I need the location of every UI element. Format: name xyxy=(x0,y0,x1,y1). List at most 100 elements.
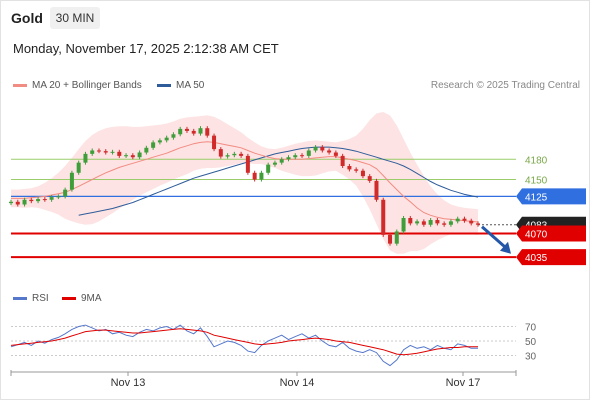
x-axis-label: Nov 14 xyxy=(280,377,315,389)
candle-body xyxy=(130,155,135,158)
candle-body xyxy=(15,201,20,205)
x-axis-label: Nov 13 xyxy=(111,377,146,389)
candle-body xyxy=(415,221,420,224)
candle-body xyxy=(347,166,352,170)
instrument-title: Gold xyxy=(11,10,43,26)
candle-body xyxy=(124,155,129,157)
candle-body xyxy=(9,201,13,204)
ma9-label: 9MA xyxy=(81,293,102,304)
candle-body xyxy=(157,140,162,143)
rsi-tick-label: 30 xyxy=(525,352,537,363)
candle-body xyxy=(198,128,203,134)
candle-body xyxy=(252,172,257,180)
pivot-level-tag xyxy=(516,188,586,205)
candle-body xyxy=(354,169,359,171)
candle-body xyxy=(360,170,365,177)
candle-body xyxy=(184,128,189,131)
rsi-swatch xyxy=(13,296,27,300)
candle-body xyxy=(90,150,95,154)
candle-body xyxy=(63,189,68,197)
candle-body xyxy=(279,159,284,163)
candle-body xyxy=(22,199,27,205)
timeframe-selector[interactable]: 30 MIN xyxy=(50,7,100,29)
rsi-line xyxy=(10,324,478,367)
candle-body xyxy=(212,135,217,150)
target-level-label: 4150 xyxy=(525,176,548,187)
rsi-tick-label: 50 xyxy=(525,337,537,348)
candle-body xyxy=(266,164,271,173)
candle-body xyxy=(381,199,386,235)
ma50-label: MA 50 xyxy=(176,80,205,91)
candle-body xyxy=(110,151,115,153)
pivot-level-label: 4125 xyxy=(525,192,548,203)
candle-body xyxy=(69,172,74,190)
support-level-tag xyxy=(516,225,586,242)
candle-body xyxy=(448,221,453,225)
ma20-label: MA 20 + Bollinger Bands xyxy=(32,80,142,91)
ma50-swatch xyxy=(157,83,171,87)
candle-body xyxy=(367,176,372,181)
candle-body xyxy=(313,147,318,151)
legend-ma50: MA 50 xyxy=(157,80,204,92)
candle-body xyxy=(144,147,149,153)
candle-body xyxy=(191,130,196,134)
support-level-tag xyxy=(516,249,586,266)
candle-body xyxy=(225,155,230,157)
candle-body xyxy=(272,162,277,165)
ma50-line xyxy=(78,146,479,216)
candle-body xyxy=(103,151,108,153)
candle-body xyxy=(42,199,47,201)
support-level-label: 4070 xyxy=(525,230,548,241)
candle-body xyxy=(421,221,426,225)
candle-body xyxy=(333,152,338,156)
copyright-text: Research © 2025 Trading Central xyxy=(430,80,580,91)
ma20-swatch xyxy=(13,83,27,87)
forecast-arrow-head xyxy=(500,241,511,254)
candle-body xyxy=(300,155,305,157)
candle-body xyxy=(394,231,399,244)
timestamp: Monday, November 17, 2025 2:12:38 AM CET xyxy=(13,41,279,56)
candle-body xyxy=(239,153,244,156)
candle-body xyxy=(96,150,101,152)
rsi-tick-label: 70 xyxy=(525,323,537,334)
candle-body xyxy=(83,153,88,163)
legend-9ma: 9MA xyxy=(62,293,102,305)
candle-body xyxy=(76,162,81,173)
candle-body xyxy=(218,149,223,157)
candle-body xyxy=(340,155,345,167)
support-level-label: 4035 xyxy=(525,253,548,264)
candle-body xyxy=(151,142,156,148)
candle-body xyxy=(293,155,298,158)
candle-body xyxy=(455,218,460,222)
candle-body xyxy=(401,217,406,232)
candle-body xyxy=(306,150,311,156)
header-bar: Gold 30 MIN xyxy=(0,0,590,36)
candle-body xyxy=(435,220,440,224)
candle-body xyxy=(388,234,393,244)
candle-body xyxy=(476,223,480,225)
candle-body xyxy=(286,157,291,160)
candle-body xyxy=(164,137,169,141)
candle-body xyxy=(462,218,467,221)
candle-body xyxy=(245,155,250,173)
candle-body xyxy=(171,134,176,138)
ma20-line xyxy=(11,141,479,223)
candle-body xyxy=(408,217,413,224)
x-axis-label: Nov 17 xyxy=(446,377,481,389)
candle-body xyxy=(320,147,325,151)
candle-body xyxy=(428,220,433,225)
rsi-label: RSI xyxy=(32,293,49,304)
candle-body xyxy=(327,150,332,153)
candle-body xyxy=(205,128,210,136)
ma9-swatch xyxy=(62,296,76,300)
candle-body xyxy=(259,172,264,180)
legend-ma20: MA 20 + Bollinger Bands xyxy=(13,80,142,92)
candle-body xyxy=(374,180,379,200)
candle-body xyxy=(232,153,237,156)
target-level-label: 4180 xyxy=(525,155,548,166)
forecast-arrow-shaft xyxy=(481,225,508,250)
legend-rsi: RSI xyxy=(13,293,49,305)
candle-body xyxy=(36,199,41,202)
candle-body xyxy=(117,151,122,156)
candle-body xyxy=(49,197,54,200)
